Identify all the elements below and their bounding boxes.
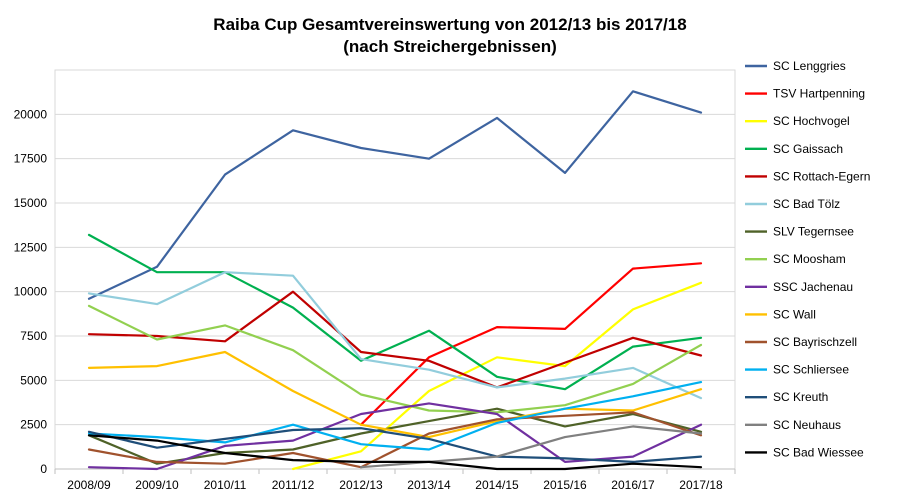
series-line (87, 271, 703, 400)
legend-label: SC Moosham (773, 252, 846, 266)
series-line (87, 411, 703, 469)
x-tick-label: 2014/15 (475, 478, 519, 492)
x-tick-label: 2013/14 (407, 478, 451, 492)
x-tick-label: 2016/17 (611, 478, 655, 492)
series-line (291, 281, 703, 471)
x-tick-label: 2012/13 (339, 478, 383, 492)
y-tick-label: 7500 (20, 329, 47, 343)
legend-label: SC Lenggries (773, 59, 846, 73)
x-tick-label: 2011/12 (272, 478, 315, 492)
series-line (87, 233, 703, 391)
legend-label: SC Rottach-Egern (773, 169, 870, 183)
axes: 0 2500 5000 7500 10000 12500 15000 17500 20000 20… (14, 107, 736, 492)
legend-label: SC Bayrischzell (773, 335, 857, 349)
y-tick-label: 2500 (20, 418, 47, 432)
x-tick-label: 2009/10 (135, 478, 179, 492)
series-lines (87, 90, 703, 471)
x-tick-label: 2015/16 (543, 478, 587, 492)
y-tick-label: 15000 (14, 196, 48, 210)
y-tick-label: 10000 (14, 285, 48, 299)
chart-title: Raiba Cup Gesamtvereinswertung von 2012/… (213, 15, 686, 34)
y-tick-label: 12500 (14, 240, 48, 254)
x-tick-label: 2010/11 (204, 478, 247, 492)
x-tick-label: 2008/09 (67, 478, 111, 492)
series-line (87, 434, 703, 471)
legend-label: SC Kreuth (773, 390, 828, 404)
series-line (87, 90, 703, 300)
legend-label: SC Neuhaus (773, 418, 841, 432)
legend-label: SC Schliersee (773, 363, 849, 377)
legend-label: SC Bad Tölz (773, 197, 840, 211)
series-line (87, 290, 703, 389)
y-tick-label: 17500 (14, 152, 48, 166)
y-tick-label: 5000 (20, 373, 47, 387)
legend-label: SLV Tegernsee (773, 225, 854, 239)
legend-label: SC Wall (773, 307, 816, 321)
legend-label: SC Gaissach (773, 142, 843, 156)
chart-subtitle: (nach Streichergebnissen) (343, 37, 557, 56)
y-tick-label: 0 (40, 462, 47, 476)
legend: SC Lenggries TSV Hartpenning SC Hochvogel S… (745, 59, 870, 459)
gridlines (55, 113, 735, 426)
legend-label: SC Hochvogel (773, 114, 850, 128)
legend-label: SC Bad Wiessee (773, 445, 864, 459)
series-line (87, 427, 703, 463)
legend-label: SSC Jachenau (773, 280, 853, 294)
series-line (87, 381, 703, 451)
x-tick-label: 2017/18 (679, 478, 723, 492)
legend-label: TSV Hartpenning (773, 87, 865, 101)
series-line (87, 304, 703, 414)
y-tick-label: 20000 (14, 107, 48, 121)
series-line (87, 350, 703, 439)
